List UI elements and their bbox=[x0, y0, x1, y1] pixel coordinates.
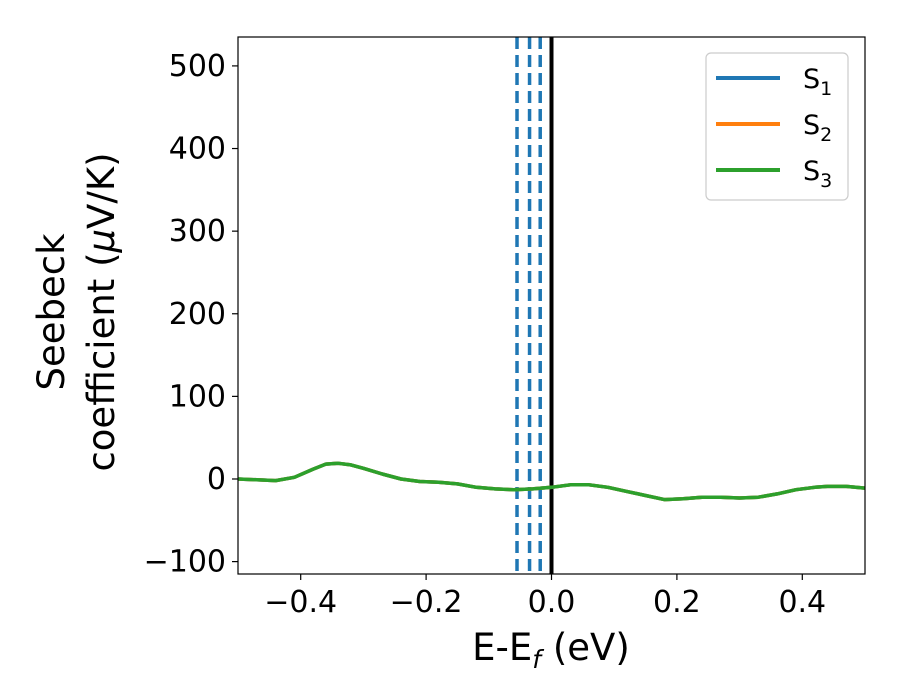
legend-label-s3: S3 bbox=[803, 156, 832, 192]
data-layer bbox=[238, 37, 865, 574]
x-tick-label: 0.2 bbox=[653, 585, 701, 620]
y-axis-title-line1: Seebeck bbox=[30, 233, 73, 391]
x-axis-title-main: E-E bbox=[472, 626, 532, 669]
y-tick-label: −100 bbox=[144, 545, 226, 580]
legend: S1 S2 S3 bbox=[705, 52, 849, 201]
legend-label-s2: S2 bbox=[803, 110, 832, 146]
x-tick-label: 0.0 bbox=[528, 585, 576, 620]
x-tick-label: −0.4 bbox=[264, 585, 337, 620]
y-tick-label: 100 bbox=[169, 379, 226, 414]
x-axis-title-unit: (eV) bbox=[553, 626, 630, 669]
legend-box bbox=[705, 52, 849, 201]
y-tick-label: 400 bbox=[169, 132, 226, 167]
y-axis-title-line2: coefficient (μV/K) bbox=[80, 152, 123, 471]
x-axis-title: E-Ef (eV) bbox=[472, 626, 630, 674]
ticks-layer: −0.4 −0.2 0.0 0.2 0.4 −100 0 100 200 300 400 500 bbox=[144, 49, 827, 620]
y-tick-label: 300 bbox=[169, 214, 226, 249]
x-tick-label: 0.4 bbox=[778, 585, 826, 620]
x-tick-label: −0.2 bbox=[390, 585, 463, 620]
y-tick-label: 200 bbox=[169, 297, 226, 332]
series-line-s3 bbox=[238, 461, 865, 502]
y-axis-title: Seebeck coefficient (μV/K) bbox=[30, 152, 123, 471]
legend-label-s1: S1 bbox=[803, 64, 832, 100]
y-tick-label: 0 bbox=[207, 462, 226, 497]
y-tick-label: 500 bbox=[169, 49, 226, 84]
